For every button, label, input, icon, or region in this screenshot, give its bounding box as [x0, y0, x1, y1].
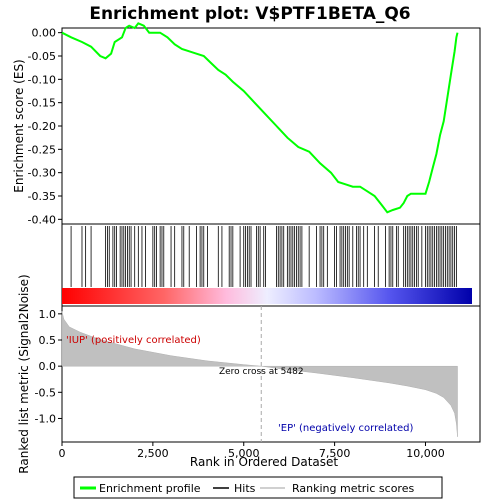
- x-tick-label: 5,000: [228, 447, 260, 460]
- x-tick-label: 2,500: [137, 447, 169, 460]
- es-y-tick-label: -0.15: [28, 97, 56, 110]
- es-y-axis: 0.00 -0.05 -0.10 -0.15 -0.20 -0.25 -0.30 -0.35 -…: [28, 27, 62, 226]
- metric-y-tick-label: 1.0: [39, 308, 57, 321]
- hits-markers: [70, 226, 457, 287]
- x-axis-label: Rank in Ordered Dataset: [190, 455, 338, 469]
- legend-box: [73, 476, 443, 499]
- es-y-tick-label: -0.20: [28, 120, 56, 133]
- legend-hits-label: Hits: [234, 482, 256, 495]
- es-y-tick-label: -0.10: [28, 73, 56, 86]
- ranked-gradient-bar: [62, 288, 472, 304]
- legend-enrichment-label: Enrichment profile: [99, 482, 201, 495]
- es-y-tick-label: -0.30: [28, 167, 56, 180]
- chart-title: Enrichment plot: V$PTF1BETA_Q6: [89, 4, 410, 24]
- x-tick-label: 10,000: [406, 447, 445, 460]
- metric-y-axis: 1.0 0.5 0.0 -0.5 -1.0: [35, 308, 62, 425]
- es-y-tick-label: -0.25: [28, 143, 56, 156]
- es-y-tick-label: -0.05: [28, 50, 56, 63]
- metric-y-tick-label: 0.0: [39, 360, 57, 373]
- es-y-tick-label: -0.40: [28, 213, 56, 226]
- metric-y-tick-label: -0.5: [35, 386, 56, 399]
- legend: Enrichment profile Hits Ranking metric s…: [73, 476, 443, 499]
- positive-correlation-label: 'IUP' (positively correlated): [66, 335, 201, 346]
- es-y-tick-label: -0.35: [28, 190, 56, 203]
- ranking-metric-area: [61, 311, 458, 437]
- metric-panel-frame: [61, 305, 481, 443]
- x-tick-label: 7,500: [319, 447, 351, 460]
- es-y-tick-label: 0.00: [32, 27, 57, 40]
- negative-correlation-label: 'EP' (negatively correlated): [278, 423, 413, 434]
- es-y-axis-label: Enrichment score (ES): [12, 59, 26, 192]
- metric-y-tick-label: -1.0: [35, 412, 56, 425]
- enrichment-profile-line: [61, 22, 459, 214]
- metric-y-axis-label: Ranked list metric (Signal2Noise): [17, 274, 31, 473]
- zero-cross-label: Zero cross at 5482: [219, 367, 304, 377]
- x-axis: 0 2,500 5,000 7,500 10,000: [59, 442, 445, 460]
- x-tick-label: 0: [59, 447, 66, 460]
- legend-metric-label: Ranking metric scores: [292, 482, 414, 495]
- metric-y-tick-label: 0.5: [39, 334, 57, 347]
